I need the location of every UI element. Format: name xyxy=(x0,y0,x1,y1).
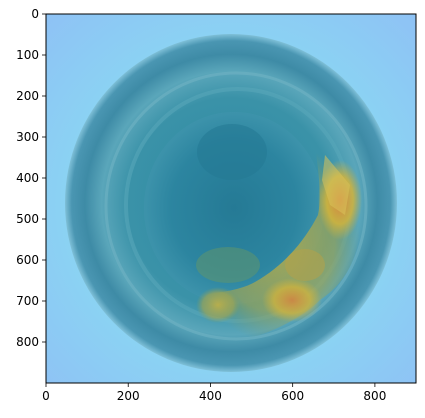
y-tick-label: 500 xyxy=(16,212,39,226)
x-tick-label: 0 xyxy=(42,389,50,403)
y-tick-label: 200 xyxy=(16,89,39,103)
x-axis: 0 200 400 600 800 xyxy=(42,383,386,403)
x-tick-label: 600 xyxy=(281,389,304,403)
y-tick-label: 100 xyxy=(16,48,39,62)
x-tick-label: 800 xyxy=(363,389,386,403)
x-tick-label: 200 xyxy=(117,389,140,403)
y-tick-label: 700 xyxy=(16,294,39,308)
y-tick-label: 800 xyxy=(16,335,39,349)
y-axis: 0 100 200 300 400 500 600 700 800 xyxy=(16,7,46,349)
y-tick-label: 400 xyxy=(16,171,39,185)
heatmap-image xyxy=(46,14,416,383)
y-tick-label: 0 xyxy=(31,7,39,21)
y-tick-label: 600 xyxy=(16,253,39,267)
x-tick-label: 400 xyxy=(199,389,222,403)
y-tick-label: 300 xyxy=(16,130,39,144)
